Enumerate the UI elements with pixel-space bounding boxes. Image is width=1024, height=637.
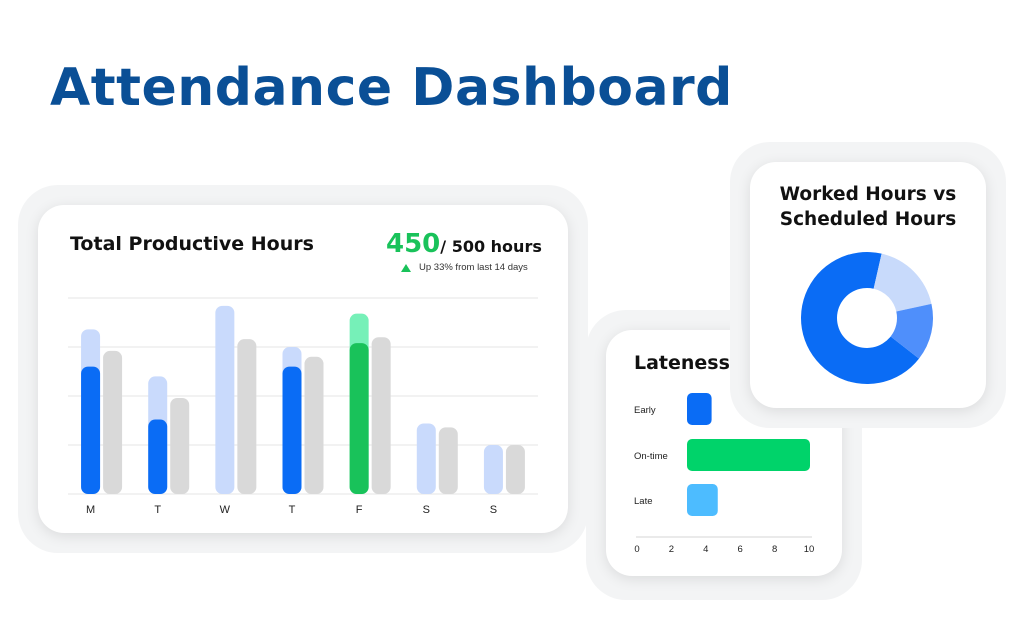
donut-chart: [801, 252, 933, 385]
donut-slice: [890, 303, 933, 359]
x-tick-label: T: [289, 504, 296, 516]
x-tick-label: S: [490, 504, 497, 516]
lateness-title: Lateness: [634, 352, 730, 374]
bar-target: [416, 423, 436, 494]
productive-hours-title: Total Productive Hours: [70, 233, 314, 255]
donut-slice: [873, 253, 932, 312]
bar-scheduled: [438, 427, 458, 494]
donut-slice: [801, 252, 920, 385]
donut-title-line2: Scheduled Hours: [779, 209, 957, 230]
worked-vs-scheduled-card: Worked Hours vs Scheduled Hours: [750, 162, 986, 408]
bar-actual: [349, 343, 369, 494]
x-tick-label: M: [86, 504, 95, 516]
lateness-x-tick-label: 10: [804, 544, 815, 555]
hours-kpi: 450/ 500 hours: [386, 229, 542, 259]
bar-actual: [282, 366, 302, 494]
x-tick-label: W: [220, 504, 231, 516]
x-tick-label: T: [154, 504, 161, 516]
hours-trend: Up 33% from last 14 days: [401, 262, 528, 273]
lateness-bar: [687, 439, 810, 471]
page-title: Attendance Dashboard: [50, 58, 733, 118]
x-tick-label: S: [423, 504, 430, 516]
lateness-x-tick-label: 8: [772, 544, 777, 555]
hours-kpi-value: 450: [386, 229, 441, 259]
x-tick-label: F: [356, 504, 363, 516]
triangle-up-icon: [401, 263, 411, 272]
hours-trend-text: Up 33% from last 14 days: [419, 262, 528, 273]
bar-scheduled: [371, 337, 391, 494]
lateness-x-tick-label: 0: [634, 544, 639, 555]
lateness-bar: [687, 393, 712, 425]
lateness-category-label: On-time: [634, 451, 668, 462]
bar-actual: [81, 366, 101, 494]
lateness-x-tick-label: 6: [738, 544, 743, 555]
productive-hours-card: Total Productive Hours 450/ 500 hours Up…: [38, 205, 568, 533]
bar-scheduled: [304, 356, 324, 494]
donut-title-line1: Worked Hours vs: [779, 184, 957, 205]
lateness-category-label: Early: [634, 405, 656, 416]
lateness-x-tick-label: 2: [669, 544, 674, 555]
bar-scheduled: [170, 397, 190, 494]
lateness-x-tick-label: 4: [703, 544, 708, 555]
bar-scheduled: [237, 339, 257, 494]
bar-scheduled: [103, 350, 123, 494]
bar-target: [215, 305, 235, 494]
lateness-category-label: Late: [634, 496, 653, 507]
bar-target: [483, 445, 503, 494]
bar-scheduled: [505, 445, 525, 494]
donut-title: Worked Hours vs Scheduled Hours: [750, 182, 986, 232]
lateness-bar: [687, 484, 718, 516]
bar-actual: [148, 419, 168, 494]
lateness-bar-chart: Early On-time Late 0 2 4 6 8 10: [634, 393, 815, 555]
hours-kpi-total: / 500 hours: [440, 237, 542, 256]
